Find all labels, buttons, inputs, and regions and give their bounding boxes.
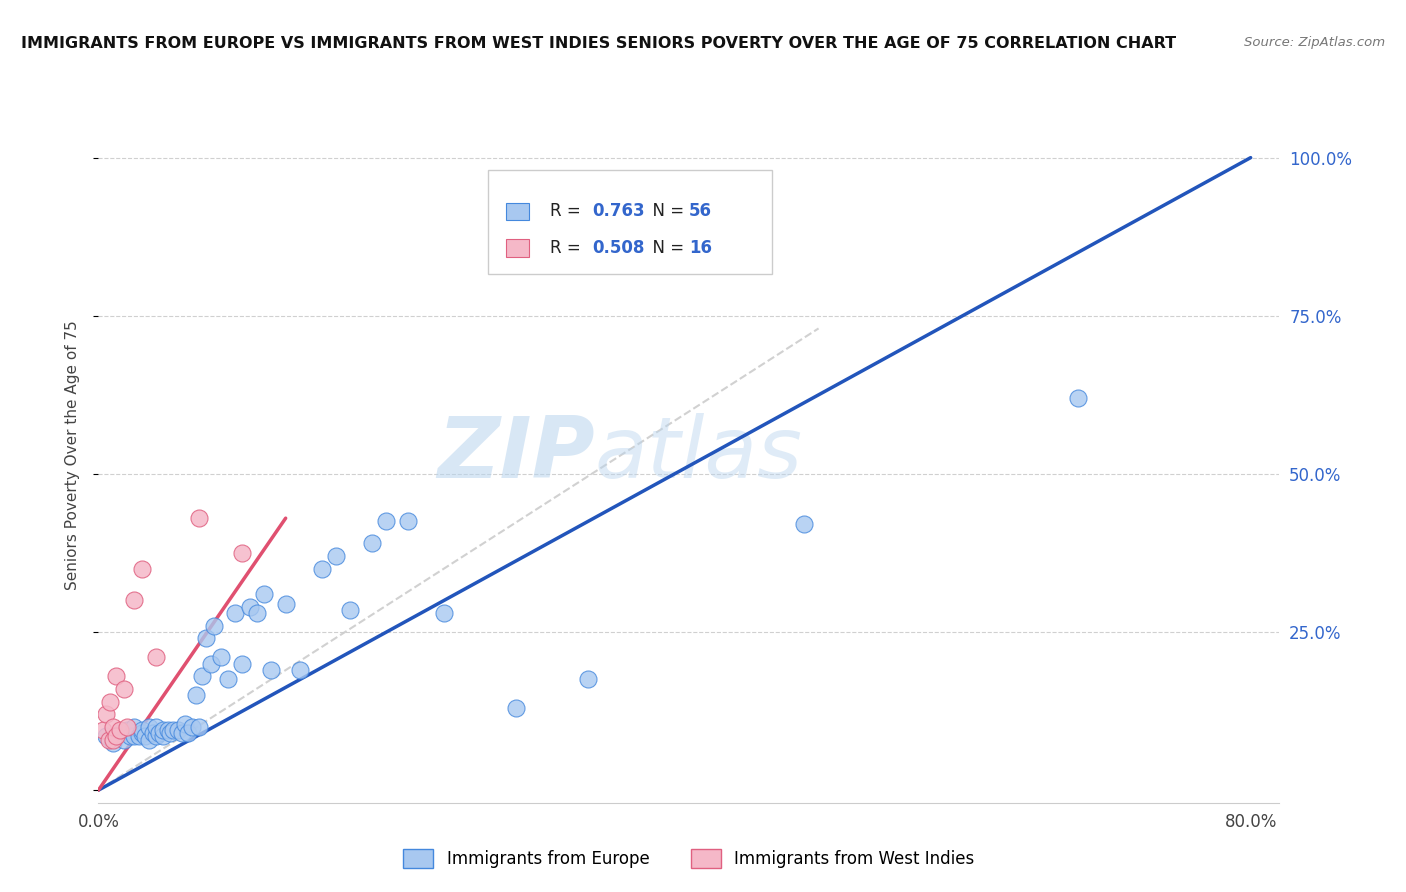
Point xyxy=(142,726,165,740)
Point xyxy=(793,517,815,532)
Point xyxy=(101,720,124,734)
Point xyxy=(177,726,200,740)
Point xyxy=(101,736,124,750)
Point xyxy=(145,720,167,734)
Text: Source: ZipAtlas.com: Source: ZipAtlas.com xyxy=(1244,36,1385,49)
Point xyxy=(188,720,211,734)
Point xyxy=(231,546,253,560)
Point xyxy=(94,707,117,722)
Text: N =: N = xyxy=(641,239,689,257)
Point xyxy=(152,723,174,737)
Text: R =: R = xyxy=(550,202,585,220)
Point xyxy=(124,730,146,744)
Point xyxy=(152,730,174,744)
Point xyxy=(101,732,124,747)
Point xyxy=(361,536,384,550)
Point xyxy=(104,730,127,744)
Point xyxy=(224,606,246,620)
Point xyxy=(217,673,239,687)
Point xyxy=(396,514,419,528)
Point xyxy=(209,650,232,665)
Text: 16: 16 xyxy=(689,239,711,257)
Point xyxy=(138,732,160,747)
Point xyxy=(173,716,195,731)
Point xyxy=(115,720,138,734)
Point xyxy=(131,723,153,737)
Point xyxy=(131,562,153,576)
Point xyxy=(375,514,398,528)
Y-axis label: Seniors Poverty Over the Age of 75: Seniors Poverty Over the Age of 75 xyxy=(65,320,80,590)
Text: R =: R = xyxy=(550,239,585,257)
Point xyxy=(231,657,253,671)
Point xyxy=(311,562,333,576)
Point xyxy=(115,723,138,737)
Text: N =: N = xyxy=(641,202,689,220)
Point xyxy=(239,599,262,614)
Point xyxy=(576,673,599,687)
Point xyxy=(148,726,170,740)
Text: IMMIGRANTS FROM EUROPE VS IMMIGRANTS FROM WEST INDIES SENIORS POVERTY OVER THE A: IMMIGRANTS FROM EUROPE VS IMMIGRANTS FRO… xyxy=(21,36,1177,51)
Point xyxy=(162,723,184,737)
Point xyxy=(91,723,114,737)
Point xyxy=(145,650,167,665)
Point xyxy=(253,587,276,601)
Point xyxy=(195,632,218,646)
Text: 0.508: 0.508 xyxy=(592,239,644,257)
Point xyxy=(170,726,193,740)
Point xyxy=(94,730,117,744)
FancyBboxPatch shape xyxy=(506,202,530,220)
Point xyxy=(112,732,135,747)
Point xyxy=(128,730,150,744)
Point xyxy=(108,723,131,737)
Point xyxy=(104,730,127,744)
Point xyxy=(156,723,179,737)
Point xyxy=(166,723,188,737)
Point xyxy=(202,618,225,632)
Point xyxy=(505,701,527,715)
Point xyxy=(124,720,146,734)
FancyBboxPatch shape xyxy=(506,239,530,257)
Point xyxy=(246,606,269,620)
Point xyxy=(97,732,120,747)
Legend: Immigrants from Europe, Immigrants from West Indies: Immigrants from Europe, Immigrants from … xyxy=(396,842,981,874)
Point xyxy=(274,597,297,611)
Point xyxy=(186,688,208,702)
Point xyxy=(112,681,135,696)
Point xyxy=(124,593,146,607)
Point xyxy=(433,606,456,620)
FancyBboxPatch shape xyxy=(488,169,772,274)
Point xyxy=(188,511,211,525)
Point xyxy=(131,726,153,740)
Point xyxy=(138,720,160,734)
Text: 56: 56 xyxy=(689,202,711,220)
Point xyxy=(1067,391,1090,405)
Text: atlas: atlas xyxy=(595,413,803,497)
Point xyxy=(159,726,181,740)
Point xyxy=(120,730,142,744)
Text: 0.763: 0.763 xyxy=(592,202,645,220)
Point xyxy=(145,730,167,744)
Point xyxy=(104,669,127,683)
Point xyxy=(134,730,156,744)
Point xyxy=(325,549,347,563)
Point xyxy=(98,695,121,709)
Point xyxy=(181,720,204,734)
Point xyxy=(260,663,283,677)
Point xyxy=(288,663,311,677)
Point xyxy=(191,669,214,683)
Point xyxy=(339,603,361,617)
Point xyxy=(108,726,131,740)
Point xyxy=(200,657,222,671)
Text: ZIP: ZIP xyxy=(437,413,595,497)
